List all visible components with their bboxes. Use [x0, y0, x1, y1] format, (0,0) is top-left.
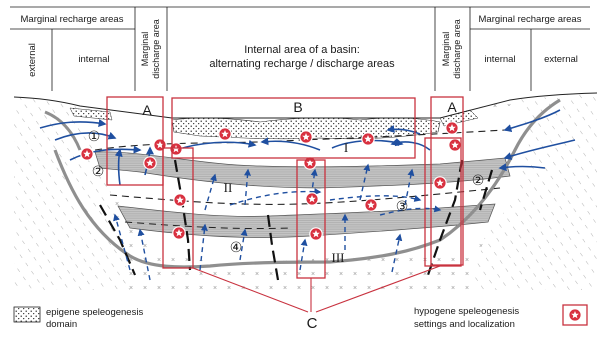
- label-circled-1: ①: [88, 128, 101, 144]
- legend-hypogene-star: [568, 308, 582, 322]
- header-table: [10, 6, 590, 91]
- header-center-line-1: Internal area of a basin:: [244, 44, 360, 56]
- header-left-internal: internal: [78, 54, 109, 65]
- epigene-left-strip: [69, 107, 113, 121]
- basin-top-surface: [13, 92, 597, 119]
- basin-left-surface: [44, 110, 82, 151]
- epigene-surface-strip: [171, 117, 441, 140]
- header-right-external: external: [544, 54, 578, 65]
- dashed-flow: [113, 163, 442, 281]
- header-right-group: Marginal recharge areas: [479, 14, 582, 25]
- header-center-line-2: alternating recharge / discharge areas: [209, 58, 395, 70]
- legend-epigene-swatch: [13, 306, 41, 323]
- svg-text:discharge area: discharge area: [151, 19, 161, 79]
- legend-epigene-line-2: domain: [46, 319, 77, 330]
- setting-frames: [106, 96, 464, 279]
- header-left-external: external: [27, 43, 38, 77]
- left-margin-hatch: [14, 97, 130, 290]
- frame-b: [171, 97, 416, 159]
- svg-text:Marginal: Marginal: [140, 32, 150, 67]
- header-left-group: Marginal recharge areas: [21, 14, 124, 25]
- label-box-c: C: [307, 315, 318, 332]
- label-roman-1: I: [344, 140, 348, 155]
- label-circled-3: ③: [396, 198, 409, 214]
- header-left-discharge: Marginal discharge area: [140, 19, 161, 79]
- label-box-b: B: [293, 99, 302, 115]
- aquifer-layer-2: [117, 203, 496, 238]
- label-circled-2-right: ②: [472, 172, 485, 188]
- legend-epigene: epigene speleogenesis domain: [13, 306, 143, 330]
- svg-text:Marginal: Marginal: [441, 32, 451, 67]
- label-roman-2: II: [224, 180, 233, 195]
- faults: [99, 159, 494, 281]
- frame-c-left: [162, 147, 194, 269]
- legend-epigene-line-1: epigene speleogenesis: [46, 307, 143, 318]
- legend-hypogene-line-2: settings and localization: [414, 319, 515, 330]
- legend-hypogene-line-1: hypogene speleogenesis: [414, 306, 519, 317]
- label-circled-4: ④: [230, 239, 243, 255]
- header-right-internal: internal: [484, 54, 515, 65]
- frame-c-pointers: [192, 265, 441, 313]
- strat-line-3: [124, 221, 291, 230]
- legend-hypogene: hypogene speleogenesis settings and loca…: [414, 304, 588, 330]
- label-box-a-left: A: [142, 102, 152, 118]
- aquifer-layer-1: [94, 151, 511, 189]
- svg-text:discharge area: discharge area: [452, 19, 462, 79]
- label-box-a-right: A: [447, 99, 457, 115]
- frame-a-left: [106, 96, 164, 186]
- header-right-discharge: Marginal discharge area: [441, 19, 462, 79]
- frame-c-right: [424, 137, 462, 267]
- label-circled-2-left: ②: [92, 163, 105, 179]
- label-roman-3: III: [332, 250, 345, 265]
- frame-a-right: [430, 96, 464, 266]
